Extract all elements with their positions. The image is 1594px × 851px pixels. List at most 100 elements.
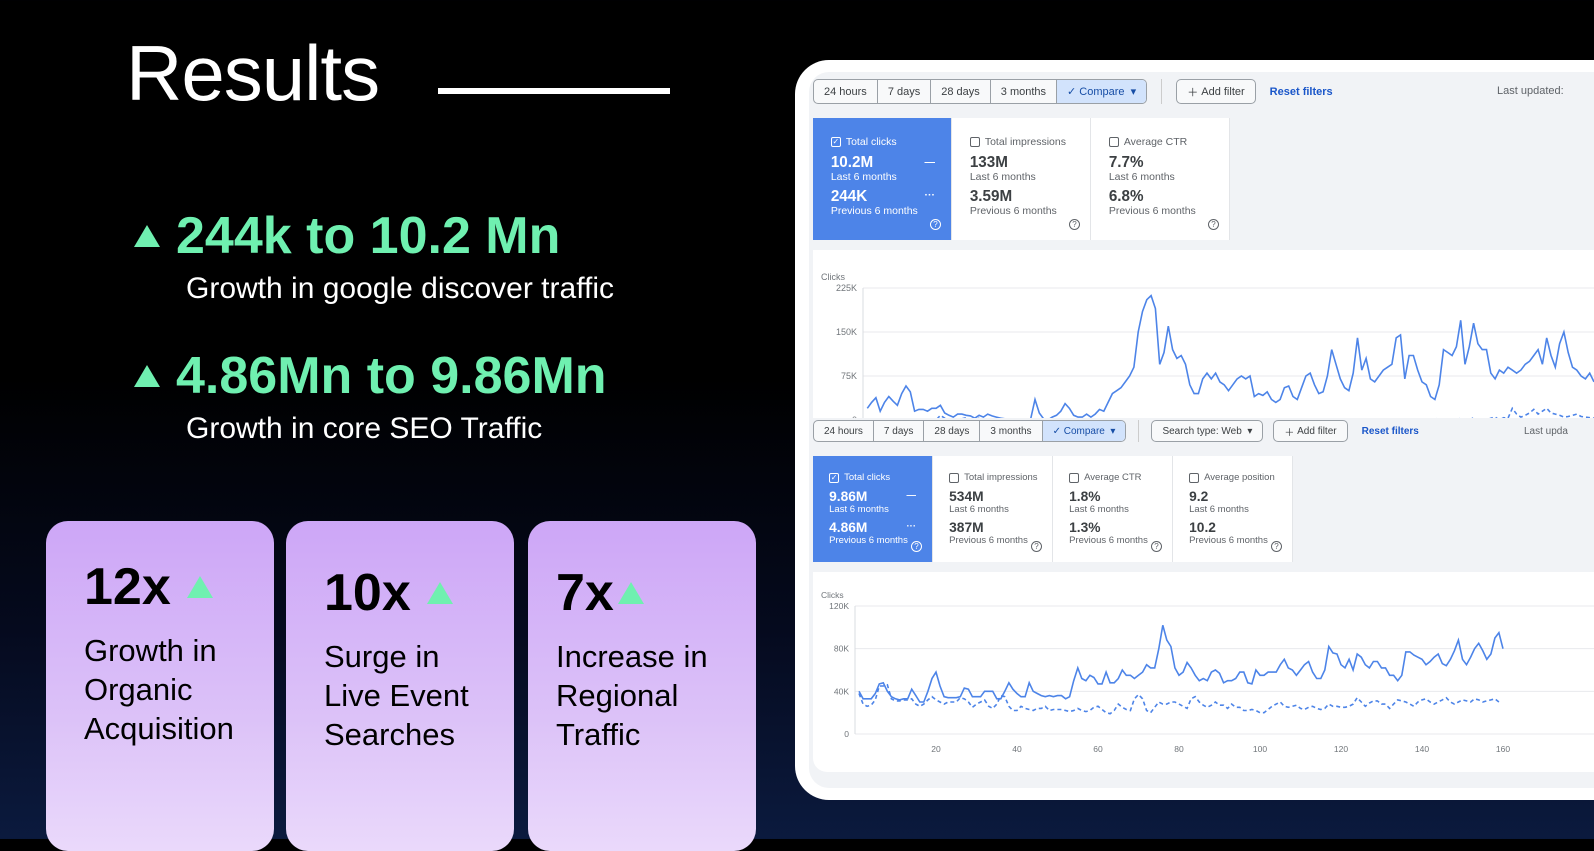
metric-value: 7.7% [1108,154,1144,172]
last-updated: Last upda [1524,426,1568,437]
dashed-line-legend-icon: ··· [906,520,917,532]
metric-prev-period: Previous 6 months [1069,534,1148,546]
add-filter-button[interactable]: ＋ Add filter [1273,420,1348,442]
metric-period: Last 6 months [949,503,1009,515]
y-tick-label: 80K [834,644,849,654]
help-icon[interactable]: ? [1151,541,1162,552]
metric-label: Total impressions [984,135,1066,148]
metric-value: 9.86M [829,488,868,504]
compare-dropdown[interactable]: ✓ Compare ▾ [1042,421,1126,441]
add-filter-label: Add filter [1297,425,1337,437]
solid-line-legend-icon: — [924,155,936,168]
help-icon[interactable]: ? [1208,219,1219,230]
last-updated: Last updated: [1497,85,1564,97]
search-type-dropdown[interactable]: Search type: Web ▾ [1151,420,1264,442]
add-filter-label: Add filter [1201,85,1245,98]
up-triangle-icon [134,225,160,247]
metric-value: 133M [969,154,1008,172]
y-tick-label: 0 [844,729,849,739]
metric-label-row: Average position [1189,472,1292,483]
reset-filters-link[interactable]: Reset filters [1361,425,1419,437]
dashboard-screenshot: 24 hours 7 days 28 days 3 months ✓ Compa… [795,60,1594,800]
dashed-series-line [858,683,1500,715]
card-value: 7x [556,564,614,622]
checkbox-checked-icon[interactable]: ✓ [829,472,840,483]
metric-prev-value: 3.59M [969,188,1013,206]
metric-period: Last 6 months [969,171,1036,184]
checkbox-icon[interactable] [949,472,960,483]
reset-filters-link[interactable]: Reset filters [1269,85,1333,98]
toolbar-1: 24 hours 7 days 28 days 3 months ✓ Compa… [813,79,1333,104]
range-3m[interactable]: 3 months [991,80,1058,103]
chart-2: Clicks 0 40K 80K 120K 20 40 60 80 100 120 140 160 [813,572,1594,772]
up-triangle-icon [617,582,644,604]
y-tick-label: 225K [836,283,857,293]
metric-prev-value: 10.2 [1189,519,1216,535]
card-text: Surge in Live Event Searches [324,639,469,752]
metric-prev-value: 1.3% [1069,519,1101,535]
help-icon[interactable]: ? [1271,541,1282,552]
range-28d[interactable]: 28 days [931,80,991,103]
metric-tile[interactable]: Average CTR 7.7% Last 6 months 6.8% Prev… [1091,118,1230,240]
x-tick-label: 100 [1253,744,1267,754]
add-filter-button[interactable]: ＋ Add filter [1176,79,1256,104]
metric-prev-value: 4.86M [829,519,868,535]
page-title: Results [126,29,380,117]
solid-line-legend-icon: — [906,490,917,502]
help-icon[interactable]: ? [930,219,941,230]
x-tick-label: 60 [1093,744,1103,754]
metric-period: Last 6 months [1108,171,1175,184]
metric-tile[interactable]: ✓ Total clicks 10.2M Last 6 months 244K P… [813,118,952,240]
metric-value: 10.2M [830,154,874,172]
range-24h[interactable]: 24 hours [814,421,874,441]
range-7d[interactable]: 7 days [878,80,932,103]
metric-tile[interactable]: Average position 9.2 Last 6 months 10.2 … [1173,456,1293,562]
compare-dropdown[interactable]: ✓ Compare ▾ [1057,80,1147,103]
range-3m[interactable]: 3 months [980,421,1043,441]
range-7d[interactable]: 7 days [874,421,925,441]
help-icon[interactable]: ? [911,541,922,552]
y-axis-label: Clicks [821,590,844,600]
y-tick-label: 0 [852,415,857,418]
metric-label: Average CTR [1123,135,1188,148]
checkbox-icon[interactable] [1069,472,1080,483]
card-organic: 12x Growth in Organic Acquisition [46,521,274,851]
y-axis-label: Clicks [821,272,845,282]
card-live-events: 10x Surge in Live Event Searches [286,521,514,851]
card-text: Growth in Organic Acquisition [84,633,234,746]
compare-label: Compare [1079,85,1125,98]
metric-label: Total impressions [964,472,1038,484]
chart-1: Clicks 0 75K 150K 225K [813,250,1594,425]
range-28d[interactable]: 28 days [924,421,981,441]
compare-label: Compare [1063,425,1105,437]
metric-tile[interactable]: Total impressions 534M Last 6 months 387… [933,456,1053,562]
x-tick-label: 40 [1012,744,1022,754]
stat-headline: 244k to 10.2 Mn [176,207,561,265]
metric-tile[interactable]: Total impressions 133M Last 6 months 3.5… [952,118,1091,240]
metric-prev-value: 387M [949,519,984,535]
checkbox-icon[interactable] [969,136,980,147]
metric-period: Last 6 months [1189,503,1249,515]
metric-label-row: Average CTR [1069,472,1172,483]
range-24h[interactable]: 24 hours [814,80,878,103]
x-tick-label: 140 [1415,744,1429,754]
metric-label: Average position [1204,472,1275,484]
metric-label: Total clicks [844,472,891,484]
checkbox-icon[interactable] [1189,472,1200,483]
metric-tile[interactable]: ✓ Total clicks 9.86M Last 6 months 4.86M … [813,456,933,562]
help-icon[interactable]: ? [1031,541,1042,552]
solid-series-line [866,294,1594,421]
search-type-label: Search type: Web [1162,425,1242,437]
metric-label-row: Average CTR [1108,135,1229,148]
x-tick-label: 160 [1496,744,1510,754]
metrics-row-2: ✓ Total clicks 9.86M Last 6 months 4.86M … [813,456,1293,562]
checkbox-checked-icon[interactable]: ✓ [830,136,841,147]
metric-period: Last 6 months [1069,503,1129,515]
metric-label: Total clicks [845,135,897,148]
metric-prev-period: Previous 6 months [969,205,1057,218]
metric-period: Last 6 months [830,171,897,184]
metric-tile[interactable]: Average CTR 1.8% Last 6 months 1.3% Prev… [1053,456,1173,562]
help-icon[interactable]: ? [1069,219,1080,230]
checkbox-icon[interactable] [1108,136,1119,147]
metric-label-row: Total impressions [949,472,1052,483]
